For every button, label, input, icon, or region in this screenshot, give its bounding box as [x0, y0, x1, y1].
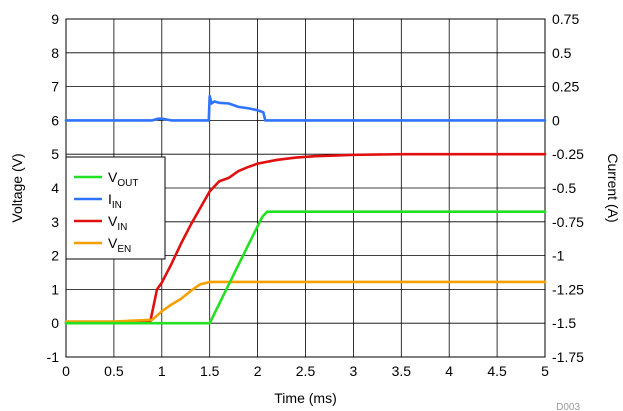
y2-axis-title: Current (A) [605, 153, 621, 222]
x-tick-label: 1.5 [200, 363, 220, 379]
tick-labels: 0 0.5 1 1.5 2 2.5 3 3.5 4 4.5 5-10123456789-1.75-1… [47, 11, 585, 379]
x-tick-label: 1 [158, 363, 166, 379]
series-line-iin [64, 94, 547, 122]
y-tick-label: 3 [51, 214, 59, 230]
x-tick-label: 0 [62, 363, 70, 379]
legend-label-vout: VOUT [108, 169, 138, 189]
x-tick-label: 4 [445, 363, 453, 379]
y2-tick-label: 0 [552, 112, 560, 128]
legend-label-base: I [108, 191, 112, 207]
series-lines [64, 94, 547, 325]
x-tick-label: 2.5 [296, 363, 316, 379]
y2-tick-label: -0.75 [552, 214, 584, 230]
figure-id: D003 [556, 402, 580, 411]
y2-tick-label: -1 [552, 248, 565, 264]
y-tick-label: 5 [51, 146, 59, 162]
legend-label-subscript: IN [112, 200, 122, 211]
y-axis-title: Voltage (V) [9, 153, 25, 222]
legend-label-base: V [108, 235, 118, 251]
y-tick-label: 4 [51, 180, 59, 196]
y-tick-label: 8 [51, 45, 59, 61]
x-axis-title: Time (ms) [274, 390, 336, 406]
legend-label-subscript: EN [117, 244, 131, 255]
x-tick-label: 5 [541, 363, 549, 379]
x-tick-label: 3.5 [392, 363, 412, 379]
x-tick-label: 2 [254, 363, 262, 379]
x-tick-label: 3 [350, 363, 358, 379]
series-line-vout [64, 210, 547, 325]
legend-label-ven: VEN [108, 235, 131, 255]
y2-tick-label: 0.25 [552, 79, 579, 95]
y-tick-label: 1 [51, 281, 59, 297]
legend-label-base: V [108, 213, 118, 229]
legend-label-base: V [108, 169, 118, 185]
y2-tick-label: -1.75 [552, 349, 584, 365]
y2-tick-label: 0.5 [552, 45, 572, 61]
legend-label-subscript: IN [117, 222, 127, 233]
y-tick-label: 6 [51, 112, 59, 128]
series-line-vin [64, 152, 547, 325]
legend-label-iin: IIN [108, 191, 122, 211]
y-tick-label: 9 [51, 11, 59, 27]
y2-tick-label: 0.75 [552, 11, 579, 27]
y2-tick-label: -1.25 [552, 281, 584, 297]
y2-tick-label: -0.25 [552, 146, 584, 162]
y2-tick-label: -0.5 [552, 180, 576, 196]
y-tick-label: -1 [47, 349, 60, 365]
series-line-ven [64, 280, 547, 323]
y2-tick-label: -1.5 [552, 315, 576, 331]
y-tick-label: 0 [51, 315, 59, 331]
legend-label-subscript: OUT [117, 178, 138, 189]
y-tick-label: 7 [51, 79, 59, 95]
y-tick-label: 2 [51, 248, 59, 264]
x-tick-label: 0.5 [104, 363, 124, 379]
x-tick-label: 4.5 [487, 363, 507, 379]
legend-label-vin: VIN [108, 213, 127, 233]
